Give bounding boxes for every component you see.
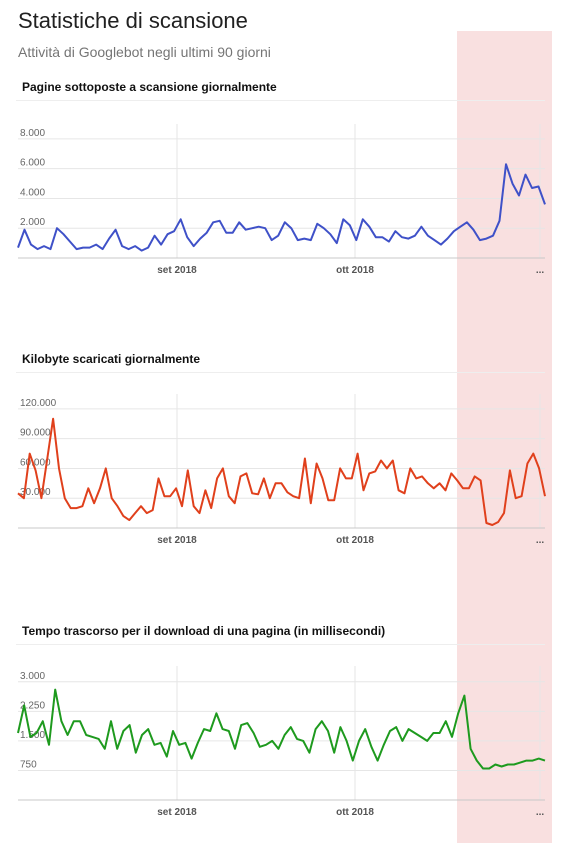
y-tick-label: 120.000	[20, 398, 57, 409]
pages-crawled-chart: 8.000 6.000 4.000 2.000 set 2018 ott 2018...	[17, 124, 546, 276]
chart-title-pages: Pagine sottoposte a scansione giornalmen…	[22, 80, 277, 94]
y-tick-label: 30.000	[20, 487, 51, 498]
title-divider	[16, 100, 545, 101]
page-title: Statistiche di scansione	[18, 8, 248, 33]
y-tick-label: 6.000	[20, 158, 45, 169]
y-tick-label: 4.000	[20, 187, 45, 198]
y-tick-label: 90.000	[20, 428, 51, 439]
time-series-line	[17, 688, 546, 770]
y-tick-label: 750	[20, 759, 37, 770]
x-tick-label: set 2018	[157, 265, 197, 276]
y-tick-label: 2.250	[20, 700, 45, 711]
y-tick-label: 8.000	[20, 128, 45, 139]
x-tick-label: ott 2018	[336, 265, 374, 276]
x-axis-more[interactable]: ...	[536, 265, 545, 276]
chart-title-download-time: Tempo trascorso per il download di una p…	[22, 624, 386, 638]
y-tick-label: 60.000	[20, 457, 51, 468]
x-tick-label: set 2018	[157, 535, 197, 546]
x-axis-more[interactable]: ...	[536, 807, 545, 818]
chart-title-kilobytes: Kilobyte scaricati giornalmente	[22, 352, 201, 366]
kilobytes-series-line	[17, 417, 546, 526]
x-tick-label: ott 2018	[336, 535, 374, 546]
page-subtitle: Attività di Googlebot negli ultimi 90 gi…	[18, 44, 271, 60]
title-divider	[16, 644, 545, 645]
y-tick-label: 3.000	[20, 671, 45, 682]
x-tick-label: set 2018	[157, 807, 197, 818]
title-divider	[16, 372, 545, 373]
x-tick-label: ott 2018	[336, 807, 374, 818]
pages-series-line	[17, 163, 546, 252]
x-axis-more[interactable]: ...	[536, 535, 545, 546]
kilobytes-downloaded-chart: 120.000 90.000 60.000 30.000 set 2018 ott 201…	[17, 394, 546, 546]
y-tick-label: 2.000	[20, 217, 45, 228]
